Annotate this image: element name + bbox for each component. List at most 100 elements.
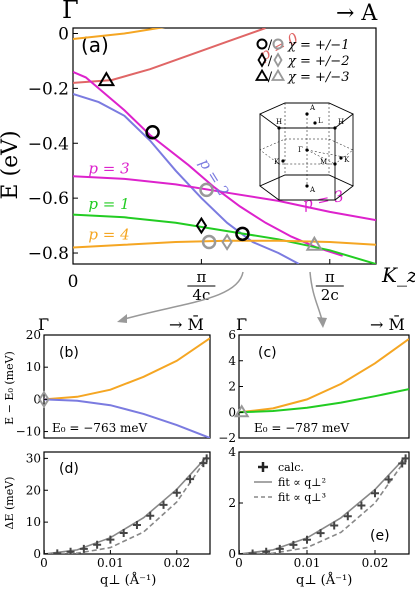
band-line-1 xyxy=(73,28,266,84)
p4-ytick-label-0: 0 xyxy=(228,547,236,561)
p3-calc-point-6 xyxy=(119,528,128,537)
legend-triangle-2-1 xyxy=(270,68,286,81)
legend-label-1: χ = +/−2 xyxy=(287,54,349,69)
p3-ytick-label-2: 20 xyxy=(26,483,41,497)
p4-calc-point-10 xyxy=(371,489,379,498)
p3-xtick-label-0: 0 xyxy=(40,556,48,570)
bz-label-7: M xyxy=(320,158,327,166)
p3-calc-point-8 xyxy=(146,511,155,520)
panel-a-xlabel: K_z xyxy=(381,263,415,287)
a-ytick-label-4: −0.8 xyxy=(28,244,69,264)
a-xtick-label-2-num: π xyxy=(325,268,335,286)
b-band-line-0 xyxy=(44,337,210,401)
p3-calc-point-13 xyxy=(202,454,210,463)
p3-calc-point-9 xyxy=(159,500,168,509)
p3-xtick-label-2: 0.02 xyxy=(163,556,190,570)
panel-c-top-left-label: Γ̄ xyxy=(236,315,247,334)
p4-xtick-label-1: 0.01 xyxy=(294,556,321,570)
arrow-to-panel-b-head xyxy=(117,314,127,323)
band-line-6 xyxy=(73,239,376,249)
p4-calc-point-3 xyxy=(275,544,284,553)
band-line-0 xyxy=(73,28,166,40)
p4-calc-point-6 xyxy=(316,529,325,538)
panel-a-markers xyxy=(97,71,324,251)
p3-fit-q2-line xyxy=(44,456,208,554)
p4-calc-point-13 xyxy=(401,454,409,463)
e-legend-label-0: calc. xyxy=(278,461,304,474)
panel-e: (e) q⊥ (Å⁻¹) 0 2 4 0 0.01 0.02 calc. fit ∝ q⊥… xyxy=(228,445,410,588)
band-line-4 xyxy=(73,175,376,222)
b-band-line-1 xyxy=(44,398,210,438)
bz-label-4: Γ xyxy=(298,146,303,154)
marker-circle-5 xyxy=(201,234,217,250)
panel-a-legend: / χ = +/−1 / χ = +/−2 / χ = +/−3 xyxy=(254,38,349,85)
a-ytick-label-2: −0.4 xyxy=(28,134,69,154)
marker-circle-4 xyxy=(235,226,250,242)
marker-diamond-3 xyxy=(195,216,208,235)
bz-label-0: A xyxy=(309,104,316,112)
band-label-2: p = 3 xyxy=(88,159,129,177)
panel-d-frame xyxy=(43,451,211,555)
panel-e-label: (e) xyxy=(370,528,390,544)
bz-label-2: L xyxy=(318,117,323,125)
panel-b-annotation: E₀ = −763 meV xyxy=(52,421,148,435)
legend-diamond-1-1 xyxy=(273,52,283,68)
legend-circle-0-0 xyxy=(256,38,268,50)
legend-label-2: χ = +/−3 xyxy=(287,70,349,85)
band-label-5: p = 4 xyxy=(88,225,129,243)
bz-label-6: K xyxy=(274,158,280,166)
c-band-line-1 xyxy=(239,388,409,414)
panel-a-y-ticks: 0 −0.2 −0.4 −0.6 −0.8 xyxy=(28,24,78,264)
p4-ytick-label-2: 4 xyxy=(228,445,236,459)
brillouin-zone-inset: A H L H Γ K K M A xyxy=(259,102,354,201)
band-line-2 xyxy=(73,70,343,257)
arrow-to-panel-b xyxy=(120,271,244,321)
p4-calc-point-5 xyxy=(303,535,311,544)
p3-calc-point-3 xyxy=(79,544,88,553)
bz-label-1: H xyxy=(276,118,282,126)
p3-calc-point-11 xyxy=(186,475,195,484)
legend-diamond-1-0 xyxy=(257,52,267,68)
p4-calc-point-1 xyxy=(248,549,257,554)
p3-calc-point-2 xyxy=(66,547,75,554)
p1-ytick-label-0: 20 xyxy=(26,328,41,342)
a-ytick-label-1: −0.2 xyxy=(28,79,69,99)
panel-d-xlabel: q⊥ (Å⁻¹) xyxy=(100,572,156,588)
p3-ytick-label-0: 0 xyxy=(33,547,41,561)
bz-label-5: K xyxy=(344,156,350,164)
p3-ytick-label-3: 30 xyxy=(26,451,41,465)
p3-calc-point-10 xyxy=(172,488,181,497)
p2-ytick-label-4: −2 xyxy=(218,431,236,445)
b-diamond-marker xyxy=(38,390,50,409)
marker-triangle-7 xyxy=(305,235,324,251)
panel-b-top-right-label: → M̄ xyxy=(169,313,204,334)
a-ytick-label-3: −0.6 xyxy=(28,189,69,209)
panel-a-ylabel: E (eV) xyxy=(0,130,23,199)
p2-ytick-label-0: 6 xyxy=(228,328,236,342)
a-xtick-label-0: 0 xyxy=(68,272,79,292)
e-legend-calc-symbol xyxy=(258,462,268,472)
p4-calc-point-8 xyxy=(343,512,352,521)
p2-ytick-label-3: 0 xyxy=(228,405,236,419)
p4-fit-q2-line xyxy=(239,456,407,554)
legend-slash-1: / xyxy=(268,54,273,69)
panel-c-label: (c) xyxy=(258,345,277,361)
a-xtick-label-1-num: π xyxy=(196,268,206,286)
p4-calc-point-7 xyxy=(330,521,339,530)
marker-circle-2 xyxy=(199,182,214,198)
a-xtick-label-2-den: 2c xyxy=(321,286,339,304)
panel-b-ylabel: E − E₀ (meV) xyxy=(3,351,16,425)
panel-b-label: (b) xyxy=(59,345,79,361)
e-legend-label-2: fit ∝ q⊥³ xyxy=(278,491,326,504)
panel-a-series xyxy=(73,28,376,264)
e-legend-label-1: fit ∝ q⊥² xyxy=(278,476,326,489)
p4-xtick-label-0: 0 xyxy=(235,556,243,570)
panel-b: Γ̄ → M̄ (b) E − E₀ (meV) E₀ = −763 meV 2… xyxy=(3,313,211,439)
panel-b-top-left-label: Γ̄ xyxy=(38,315,49,334)
a-ytick-label-0: 0 xyxy=(58,24,69,44)
p3-xtick-label-1: 0.01 xyxy=(97,556,124,570)
panel-a: Γ → A (a) E (eV) K_z 0−0.2−0.4−0.6−0.8 0… xyxy=(0,0,415,304)
p4-xtick-label-2: 0.02 xyxy=(362,556,389,570)
arrow-to-panel-c xyxy=(309,271,323,321)
